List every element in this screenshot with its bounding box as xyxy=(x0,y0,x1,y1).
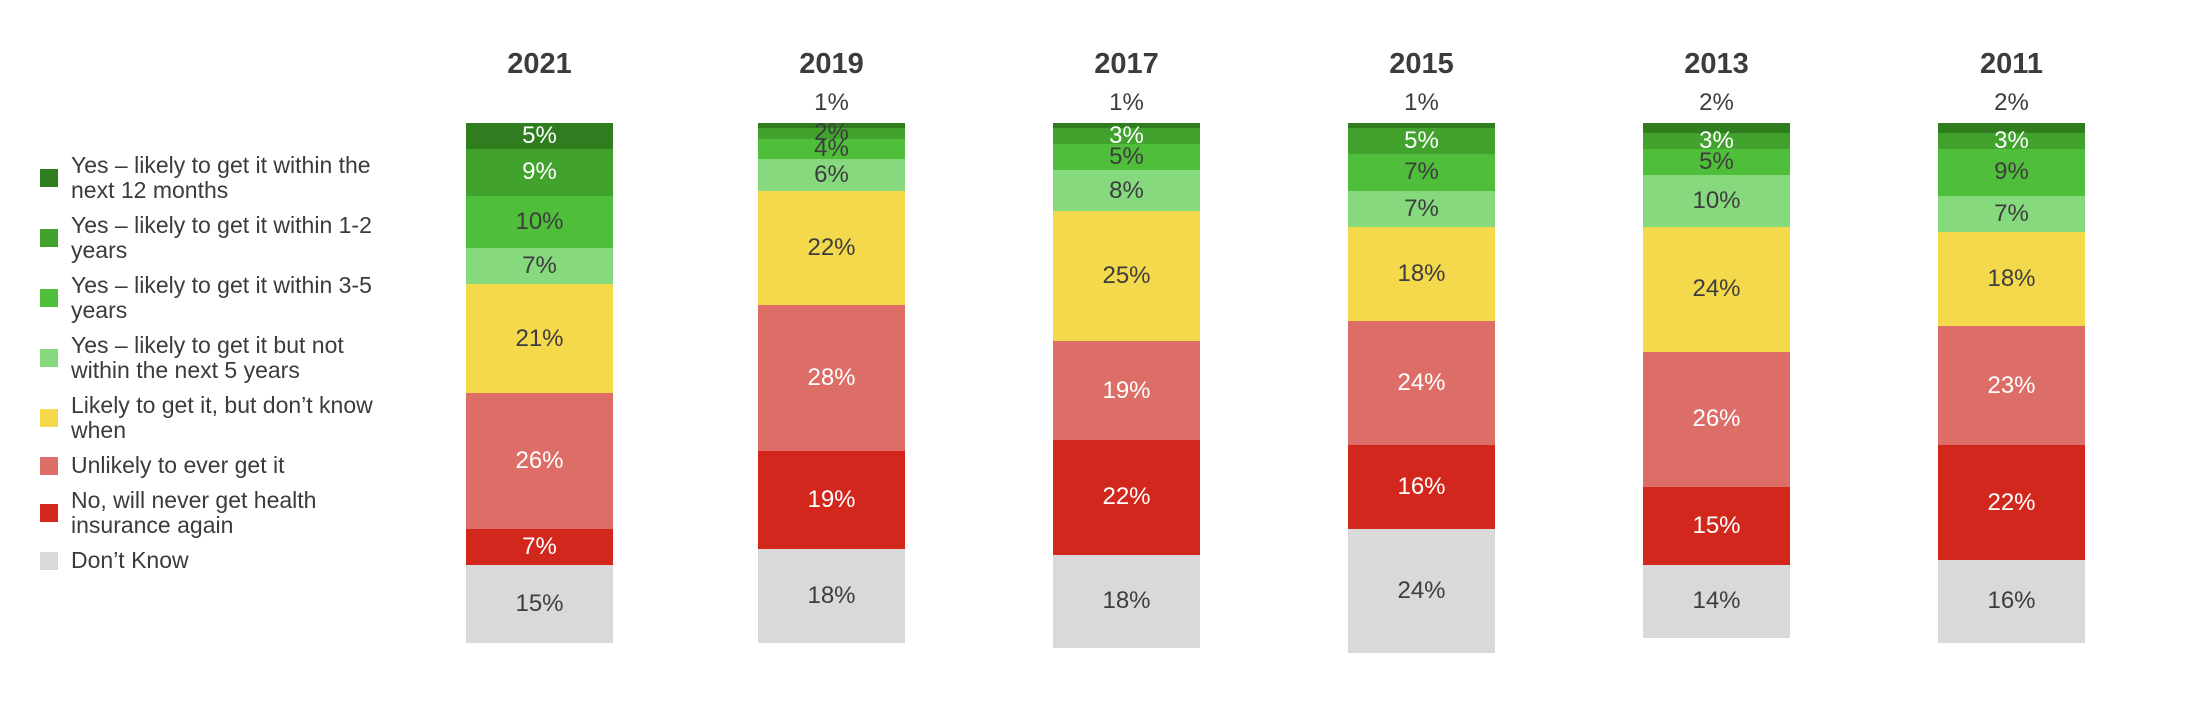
bar-segment xyxy=(1938,195,2085,233)
bar-segment xyxy=(1643,486,1790,565)
bar-stack: 1% 3% 5% 8% 25% 19% 22% 18% xyxy=(1053,91,1200,649)
bar-stack: 2% 3% 9% 7% 18% 23% 22% 16% xyxy=(1938,91,2085,643)
segment-value-label: 1% xyxy=(1109,89,1144,116)
bar-segment xyxy=(1348,154,1495,191)
bar-segment xyxy=(466,393,613,529)
bar-segment xyxy=(466,149,613,196)
bar-segment xyxy=(466,528,613,565)
bar-segment xyxy=(466,123,613,149)
bar-year-label: 2015 xyxy=(1389,48,1454,80)
legend-color-swatch xyxy=(40,456,58,475)
bar-segment xyxy=(466,247,613,285)
bar-segment xyxy=(1938,133,2085,149)
bar-segment xyxy=(1938,559,2085,643)
bar-segment xyxy=(1053,128,1200,144)
bar-stack: 1% 2% 4% 6% 22% 28% 19% 18% xyxy=(758,91,905,643)
legend-color-swatch xyxy=(40,409,58,427)
bar-segment xyxy=(1348,190,1495,227)
legend-item-label: Likely to get it, but don’t know when xyxy=(71,392,373,443)
bar-year-label: 2019 xyxy=(799,48,864,80)
segment-value-label: 1% xyxy=(814,89,849,116)
legend-item-label: Yes – likely to get it but not within th… xyxy=(71,332,344,383)
segment-value-label: 2% xyxy=(1994,89,2029,116)
bar-segment xyxy=(1643,148,1790,175)
legend-item-2: Yes – likely to get it within 3-5 years xyxy=(40,273,392,323)
bar-segment xyxy=(1348,123,1495,129)
bar-segment xyxy=(466,564,613,643)
legend-item-5: Unlikely to ever get it xyxy=(40,453,392,478)
bar-segment xyxy=(1643,174,1790,227)
legend-item-label: Don’t Know xyxy=(71,547,189,573)
bar-segment xyxy=(1938,232,2085,326)
bar-segment xyxy=(1643,133,1790,149)
bar-segment xyxy=(1348,128,1495,155)
bar-year-label: 2017 xyxy=(1094,48,1159,80)
legend-item-label: Yes – likely to get it within 3-5 years xyxy=(71,272,372,323)
bar-segment xyxy=(466,195,613,248)
bar-segment xyxy=(758,123,905,129)
bar-segment xyxy=(1643,123,1790,134)
bar-segment xyxy=(758,190,905,305)
bar-segment xyxy=(758,159,905,191)
bar-segment xyxy=(1053,123,1200,129)
bar-segment xyxy=(466,284,613,394)
bar-segment xyxy=(1643,564,1790,638)
legend-color-swatch xyxy=(40,551,58,570)
bar-segment xyxy=(758,549,905,643)
chart-legend: Yes – likely to get it within the next 1… xyxy=(40,153,392,573)
bar-year-label: 2013 xyxy=(1684,48,1749,80)
legend-item-1: Yes – likely to get it within 1-2 years xyxy=(40,213,392,263)
bar-stack: 2% 3% 5% 10% 24% 26% 15% 14% xyxy=(1643,91,1790,638)
legend-item-7: Don’t Know xyxy=(40,548,392,573)
bar-segment xyxy=(1643,226,1790,352)
legend-item-label: No, will never get health insurance agai… xyxy=(71,487,317,538)
bar-segment xyxy=(758,138,905,160)
legend-item-6: No, will never get health insurance agai… xyxy=(40,488,392,538)
bar-segment xyxy=(1938,148,2085,196)
bar-stack: 5% 9% 10% 7% 21% 26% 7% 15% xyxy=(466,123,613,643)
bar-segment xyxy=(1053,169,1200,212)
bar-segment xyxy=(1348,445,1495,529)
legend-color-swatch xyxy=(40,349,58,367)
bar-segment xyxy=(758,128,905,139)
bar-segment xyxy=(1643,351,1790,487)
bar-segment xyxy=(1938,123,2085,134)
bar-segment xyxy=(758,304,905,451)
segment-value-label: 2% xyxy=(1699,89,1734,116)
bar-year-label: 2021 xyxy=(507,48,572,80)
bar-segment xyxy=(1348,320,1495,446)
legend-item-3: Yes – likely to get it but not within th… xyxy=(40,333,392,383)
bar-segment xyxy=(1053,440,1200,555)
bar-segment xyxy=(1348,528,1495,654)
bar-segment xyxy=(1053,554,1200,649)
legend-color-swatch xyxy=(40,229,58,247)
bar-segment xyxy=(758,450,905,550)
segment-value-label: 1% xyxy=(1404,89,1439,116)
legend-item-label: Yes – likely to get it within the next 1… xyxy=(71,152,371,203)
bar-stack: 1% 5% 7% 7% 18% 24% 16% 24% xyxy=(1348,91,1495,654)
legend-color-swatch xyxy=(40,289,58,307)
legend-color-swatch xyxy=(40,504,58,522)
bar-segment xyxy=(1053,211,1200,342)
legend-color-swatch xyxy=(40,169,58,187)
legend-item-4: Likely to get it, but don’t know when xyxy=(40,393,392,443)
legend-item-label: Yes – likely to get it within 1-2 years xyxy=(71,212,372,263)
bar-year-label: 2011 xyxy=(1980,48,2043,80)
bar-segment xyxy=(1053,341,1200,441)
bar-segment xyxy=(1348,226,1495,321)
bar-segment xyxy=(1053,143,1200,170)
bar-segment xyxy=(1938,325,2085,446)
legend-item-0: Yes – likely to get it within the next 1… xyxy=(40,153,392,203)
legend-item-label: Unlikely to ever get it xyxy=(71,452,285,478)
bar-segment xyxy=(1938,445,2085,560)
